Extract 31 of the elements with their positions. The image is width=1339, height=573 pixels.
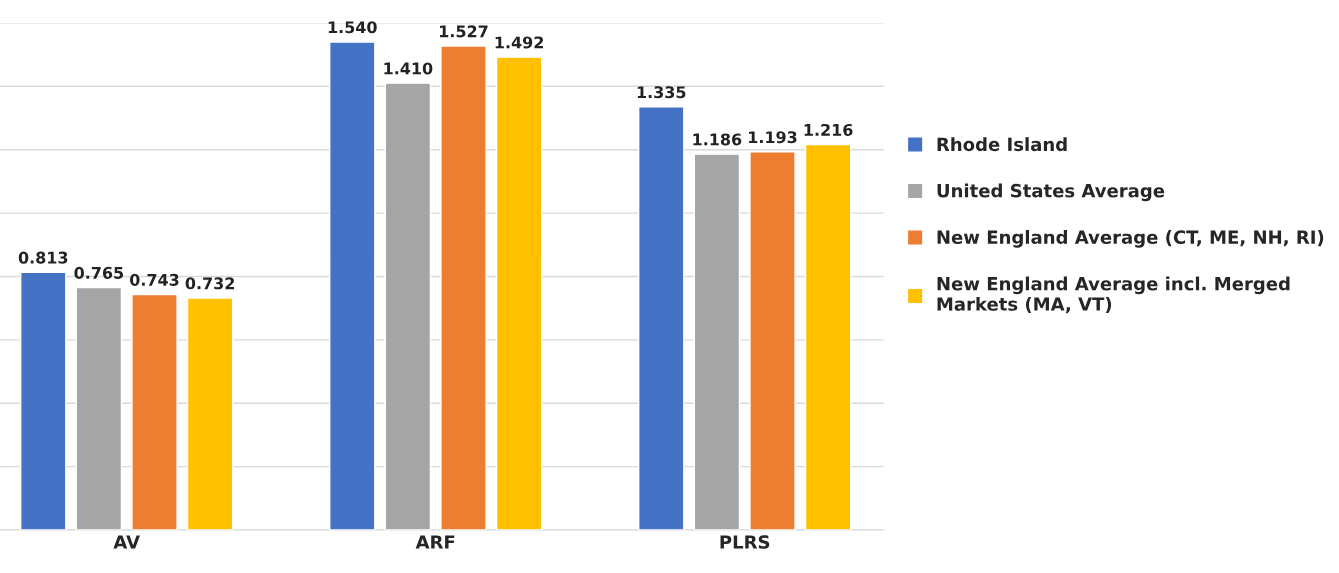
data-label: 0.743: [130, 273, 179, 286]
bar: [131, 293, 178, 531]
data-label: 0.732: [185, 277, 234, 290]
bar: [186, 297, 234, 531]
legend-label: Rhode Island: [937, 137, 1067, 152]
bar: [75, 286, 123, 531]
data-label: 1.216: [804, 123, 853, 136]
bar: [440, 45, 487, 531]
data-label: 0.765: [74, 266, 124, 279]
bar: [693, 153, 741, 531]
bar: [638, 106, 685, 531]
data-label: 1.492: [495, 36, 543, 49]
x-tick-label: PLRS: [720, 535, 770, 549]
legend-label: United States Average: [937, 183, 1165, 202]
bar: [329, 41, 376, 531]
data-label: 1.335: [637, 86, 686, 99]
data-label: 1.540: [328, 21, 377, 34]
data-label: 0.813: [18, 251, 68, 264]
bar: [495, 56, 543, 531]
data-label: 1.527: [440, 25, 488, 38]
bar: [20, 271, 67, 531]
legend-label: New England Average (CT, ME, NH, RI): [937, 230, 1324, 248]
x-tick-label: AV: [113, 535, 140, 549]
data-label: 1.193: [749, 131, 797, 144]
data-label: 1.186: [693, 133, 742, 146]
bar: [749, 151, 796, 531]
bar: [384, 82, 432, 531]
x-tick-label: ARF: [415, 535, 455, 549]
data-label: 1.410: [384, 62, 433, 75]
bar: [804, 143, 852, 531]
legend-label: New England Average incl. Merged Markets (MA, VT): [937, 276, 1290, 314]
